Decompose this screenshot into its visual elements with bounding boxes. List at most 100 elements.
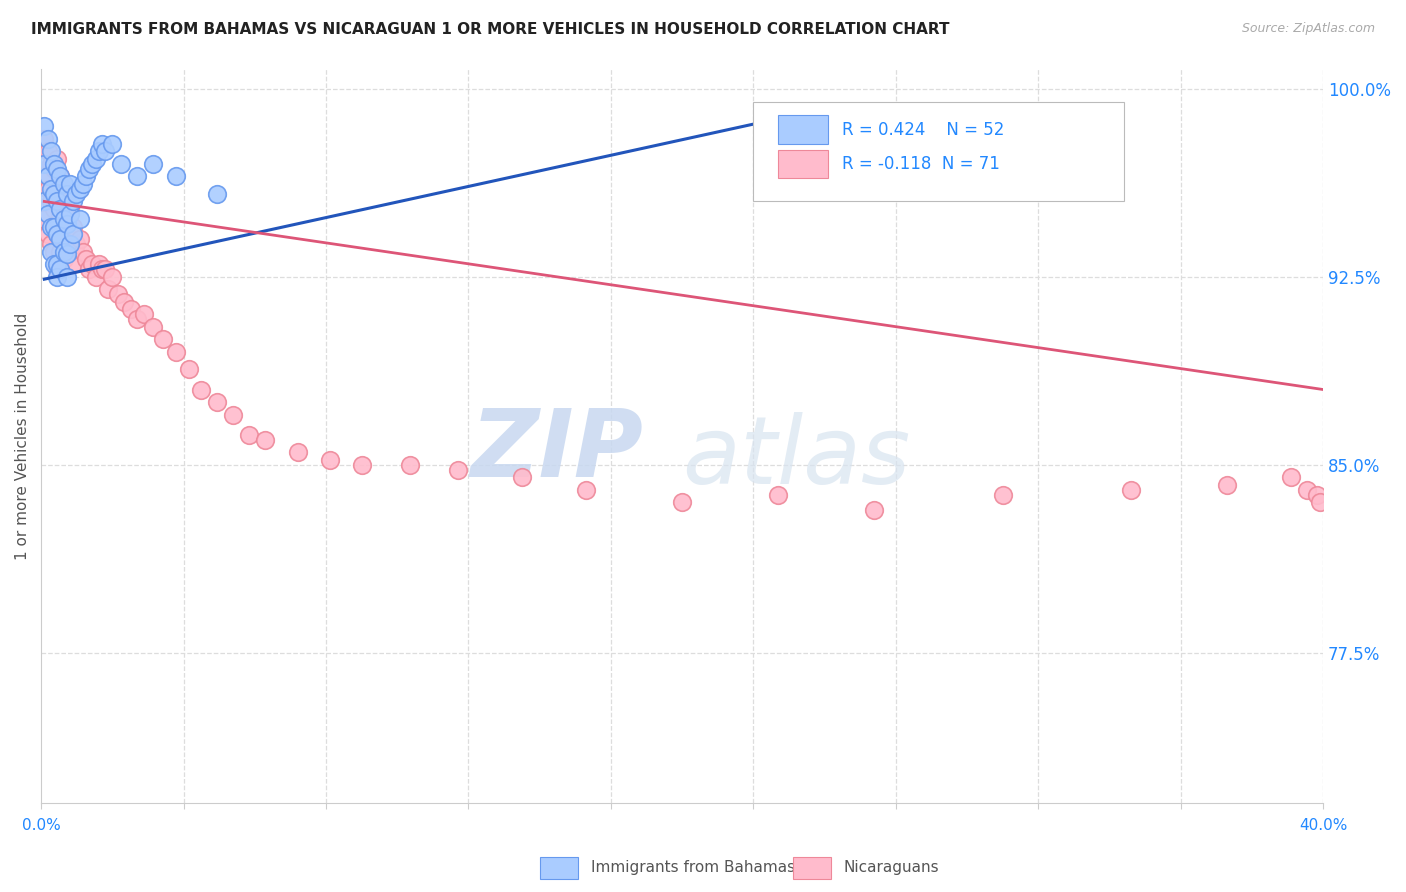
Point xyxy=(1279,470,1302,484)
Point xyxy=(132,307,155,321)
Point xyxy=(52,182,75,196)
Point xyxy=(49,262,72,277)
Point xyxy=(863,503,886,517)
Point xyxy=(62,219,84,234)
Point xyxy=(49,169,72,184)
Point xyxy=(46,262,69,277)
Point xyxy=(42,257,65,271)
Point xyxy=(69,232,91,246)
Point xyxy=(34,132,56,146)
Point xyxy=(350,458,373,472)
Point xyxy=(42,157,65,171)
Point xyxy=(152,332,174,346)
Text: atlas: atlas xyxy=(682,412,910,503)
Point xyxy=(127,169,149,184)
Point xyxy=(100,269,122,284)
FancyBboxPatch shape xyxy=(752,102,1125,201)
Point xyxy=(46,257,69,271)
Text: 40.0%: 40.0% xyxy=(1299,818,1347,833)
Point xyxy=(42,219,65,234)
Point xyxy=(55,269,77,284)
Point xyxy=(42,202,65,216)
Point xyxy=(59,207,82,221)
Point xyxy=(94,262,117,277)
Point xyxy=(55,194,77,209)
Point xyxy=(62,194,84,209)
Point xyxy=(39,157,62,171)
Point xyxy=(207,186,229,201)
Point xyxy=(46,269,69,284)
Point xyxy=(34,212,56,227)
Point xyxy=(49,244,72,259)
Point xyxy=(165,345,187,359)
FancyBboxPatch shape xyxy=(779,150,828,178)
Point xyxy=(114,294,136,309)
Point xyxy=(37,227,59,241)
Point xyxy=(62,257,84,271)
Point xyxy=(1216,478,1239,492)
Point xyxy=(37,207,59,221)
Point xyxy=(82,257,104,271)
Point xyxy=(75,252,97,266)
Point xyxy=(1309,495,1331,509)
Point xyxy=(49,169,72,184)
Point xyxy=(398,458,420,472)
Point xyxy=(52,252,75,266)
Point xyxy=(127,312,149,326)
Point xyxy=(72,244,94,259)
Point xyxy=(37,169,59,184)
Point xyxy=(46,194,69,209)
Point xyxy=(447,463,470,477)
Text: ZIP: ZIP xyxy=(471,405,644,497)
Point xyxy=(55,217,77,231)
Point xyxy=(1296,483,1319,497)
Point xyxy=(46,227,69,241)
Text: IMMIGRANTS FROM BAHAMAS VS NICARAGUAN 1 OR MORE VEHICLES IN HOUSEHOLD CORRELATIO: IMMIGRANTS FROM BAHAMAS VS NICARAGUAN 1 … xyxy=(31,22,949,37)
Point xyxy=(37,145,59,159)
Point xyxy=(94,145,117,159)
Point xyxy=(39,219,62,234)
Point xyxy=(100,136,122,151)
Point xyxy=(120,302,142,317)
Point xyxy=(42,161,65,176)
Point xyxy=(69,212,91,227)
Point xyxy=(87,145,110,159)
FancyBboxPatch shape xyxy=(779,115,828,144)
Point xyxy=(91,136,114,151)
Point xyxy=(142,319,165,334)
Point xyxy=(42,244,65,259)
Point xyxy=(49,202,72,216)
Point xyxy=(77,161,100,176)
Point xyxy=(97,282,120,296)
Point xyxy=(46,152,69,166)
Point xyxy=(69,182,91,196)
Point xyxy=(207,395,229,409)
Point xyxy=(59,177,82,191)
Point xyxy=(1119,483,1142,497)
Point xyxy=(238,427,260,442)
Point xyxy=(49,207,72,221)
Point xyxy=(39,145,62,159)
Text: R = -0.118  N = 71: R = -0.118 N = 71 xyxy=(842,155,1000,173)
Point xyxy=(1306,488,1329,502)
Point xyxy=(52,177,75,191)
Point xyxy=(52,219,75,234)
Point xyxy=(87,257,110,271)
Text: R = 0.424    N = 52: R = 0.424 N = 52 xyxy=(842,120,1005,138)
Point xyxy=(46,227,69,241)
Point xyxy=(82,157,104,171)
Point xyxy=(59,202,82,216)
Point xyxy=(46,161,69,176)
Point xyxy=(190,383,212,397)
Point xyxy=(46,186,69,201)
Point xyxy=(55,237,77,252)
Point xyxy=(34,157,56,171)
Point xyxy=(34,119,56,133)
Point xyxy=(575,483,598,497)
Point xyxy=(254,433,277,447)
Point xyxy=(59,237,82,252)
Text: 0.0%: 0.0% xyxy=(21,818,60,833)
Point xyxy=(62,227,84,241)
Point xyxy=(65,237,87,252)
Point xyxy=(991,488,1014,502)
